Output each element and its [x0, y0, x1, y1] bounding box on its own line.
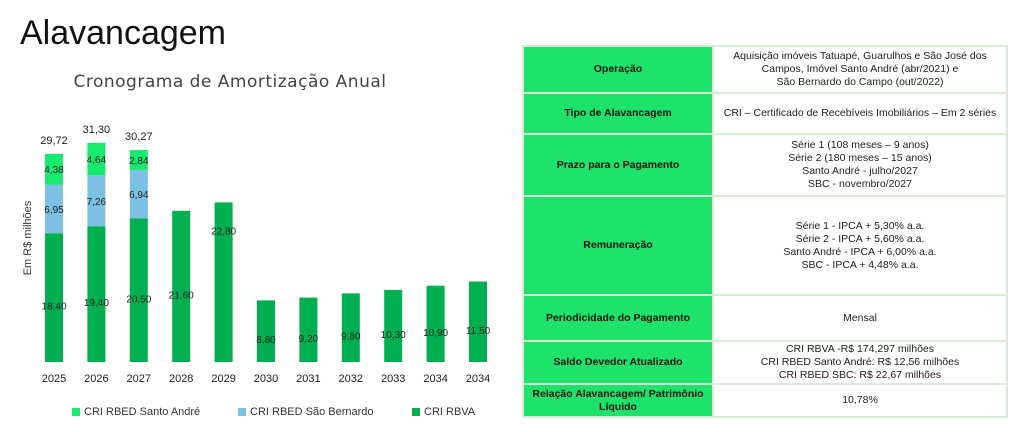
x-tick-label: 2032 [339, 373, 363, 385]
value-line: Aquisição imóveis Tatuapé, Guarulhos e S… [733, 50, 987, 62]
x-tick-label: 2028 [169, 373, 193, 385]
x-tick-label: 2034 [466, 373, 490, 385]
row-label: Prazo para o Pagamento [522, 133, 714, 197]
data-label: 9,20 [299, 334, 319, 345]
bar-segment [257, 300, 275, 362]
bar-segment [45, 233, 63, 362]
table-row: Relação Alavancagem/ Patrimônio Líquido 1… [522, 383, 1008, 418]
table-row: Periodicidade do Pagamento Mensal [522, 294, 1008, 342]
value-line: SBC - IPCA + 4,48% a.a. [801, 258, 919, 271]
value-line: Santo André - julho/2027 [802, 165, 918, 177]
table-row: Remuneração Série 1 - IPCA + 5,30% a.a. Sé… [522, 195, 1008, 296]
bar-chart: 18,40 6,95 4,38 29,72 2025 19,40 7,26 4,64 31,30… [40, 124, 491, 385]
legend-label: CRI RBVA [424, 406, 476, 418]
data-label: 10,90 [423, 328, 448, 339]
value-line: CRI RBED Santo André: R$ 12,56 milhões [760, 356, 960, 368]
page-title: Alavancagem [20, 14, 227, 52]
data-label: 2,84 [129, 156, 149, 167]
value-line: Série 1 (108 meses – 9 anos) [791, 139, 929, 151]
row-label: Relação Alavancagem/ Patrimônio Líquido [522, 383, 714, 418]
data-label: 6,94 [129, 190, 149, 201]
row-label: Remuneração [522, 195, 714, 296]
legend-label: CRI RBED Santo André [84, 406, 201, 418]
data-label: 18,40 [41, 302, 66, 313]
data-label: 8,80 [256, 335, 276, 346]
value-line: Campos, Imóvel Santo André (abr/2021) e [761, 63, 959, 75]
x-tick-label: 2029 [211, 373, 235, 385]
value-line: SBC - novembro/2027 [808, 178, 912, 190]
data-label: 22,80 [211, 226, 236, 237]
legend-swatch [412, 408, 420, 416]
legend-item-santo-andre: CRI RBED Santo André [72, 406, 200, 418]
legend-item-rbva: CRI RBVA [412, 406, 475, 418]
row-value: CRI – Certificado de Recebíveis Imobiliá… [712, 92, 1008, 135]
bar-segment [214, 202, 233, 362]
x-tick-label: 2027 [127, 373, 151, 385]
bar-segment [129, 150, 148, 170]
table-row: Saldo Devedor Atualizado CRI RBVA -R$ 174… [522, 340, 1008, 385]
value-line: Série 1 - IPCA + 5,30% a.a. [795, 219, 925, 232]
table-row: Operação Aquisição imóveis Tatuapé, Guaru… [522, 45, 1008, 94]
bar-segment [426, 285, 445, 362]
value-line: São Bernardo do Campo (out/2022) [776, 76, 944, 88]
bar-segment [129, 169, 148, 219]
x-tick-label: 2026 [84, 373, 108, 385]
row-value: Aquisição imóveis Tatuapé, Guarulhos e S… [712, 45, 1008, 94]
bar-segment [384, 289, 403, 362]
row-value: CRI RBVA -R$ 174,297 milhões CRI RBED San… [712, 340, 1008, 385]
value-line: CRI RBVA -R$ 174,297 milhões [785, 343, 935, 355]
data-label: 4,64 [87, 155, 107, 166]
row-value: Mensal [712, 294, 1008, 342]
data-label: 20,50 [126, 294, 151, 305]
x-tick-label: 2033 [381, 373, 405, 385]
total-label: 30,27 [125, 131, 153, 143]
bar-segment [87, 175, 106, 227]
data-label: 9,80 [341, 332, 361, 343]
bar-segment [87, 142, 106, 176]
data-label: 7,26 [87, 197, 107, 208]
row-label: Operação [522, 45, 714, 94]
value-line: Santo André - IPCA + 6,00% a.a. [783, 245, 937, 258]
data-label: 19,40 [84, 298, 109, 309]
value-line: CRI – Certificado de Recebíveis Imobiliá… [723, 107, 997, 119]
data-label: 4,38 [44, 165, 64, 176]
data-label: 10,30 [381, 330, 406, 341]
x-tick-label: 2031 [296, 373, 320, 385]
data-label: 21,60 [169, 290, 194, 301]
leverage-info-table: Operação Aquisição imóveis Tatuapé, Guaru… [522, 45, 1008, 418]
bar-segment [299, 297, 318, 362]
bar-segment [45, 184, 63, 234]
bar-segment [172, 210, 191, 362]
value-line: Série 2 (180 meses – 15 anos) [788, 152, 932, 164]
x-tick-label: 2034 [423, 373, 447, 385]
chart-title: Cronograma de Amortização Anual [73, 72, 387, 92]
row-label: Periodicidade do Pagamento [522, 294, 714, 342]
row-value: Série 1 (108 meses – 9 anos) Série 2 (180… [712, 133, 1008, 197]
legend-item-sao-bernardo: CRI RBED São Bernardo [238, 406, 374, 418]
value-line: 10,78% [842, 394, 878, 406]
row-value: 10,78% [712, 383, 1008, 418]
table-row: Prazo para o Pagamento Série 1 (108 meses… [522, 133, 1008, 197]
data-label: 6,95 [44, 205, 64, 216]
row-value: Série 1 - IPCA + 5,30% a.a. Série 2 - IPC… [712, 195, 1008, 296]
x-tick-label: 2030 [254, 373, 278, 385]
bar-segment [45, 153, 63, 185]
value-line: CRI RBED SBC: R$ 22,67 milhões [778, 369, 942, 381]
data-label: 11,50 [466, 326, 491, 337]
row-label: Saldo Devedor Atualizado [522, 340, 714, 385]
total-label: 31,30 [83, 124, 111, 136]
legend-label: CRI RBED São Bernardo [250, 406, 374, 418]
x-tick-label: 2025 [42, 373, 66, 385]
legend-swatch [72, 408, 80, 416]
bar-segment [469, 281, 487, 362]
table-row: Tipo de Alavancagem CRI – Certificado de … [522, 92, 1008, 135]
bar-segment [87, 226, 106, 362]
value-line: Série 2 - IPCA + 5,60% a.a. [795, 232, 925, 245]
legend-swatch [238, 408, 246, 416]
bar-segment [129, 218, 148, 362]
value-line: Mensal [843, 311, 877, 324]
total-label: 29,72 [40, 135, 68, 147]
row-label: Tipo de Alavancagem [522, 92, 714, 135]
bar-segment [341, 293, 360, 362]
